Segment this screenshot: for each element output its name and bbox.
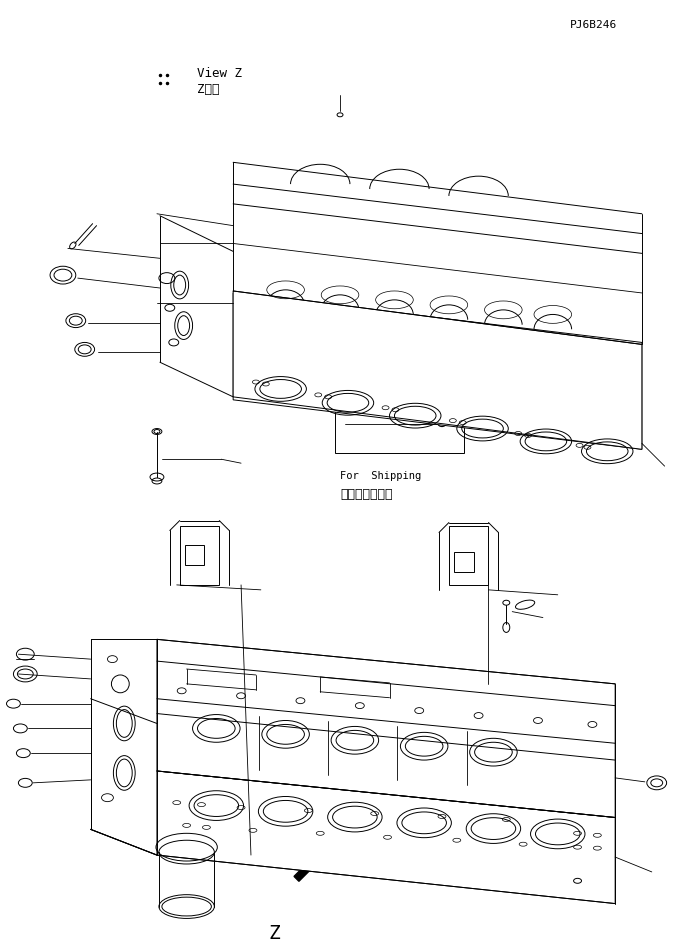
Bar: [185, 545, 204, 565]
Text: PJ6B246: PJ6B246: [569, 20, 617, 29]
Bar: [335, 394, 464, 453]
Ellipse shape: [152, 478, 162, 484]
Text: 運　搜　部　品: 運 搜 部 品: [340, 488, 392, 501]
Text: For  Shipping: For Shipping: [340, 471, 421, 482]
Text: View Z: View Z: [196, 67, 241, 80]
Bar: [454, 552, 473, 572]
Text: Z: Z: [269, 924, 281, 943]
Polygon shape: [157, 771, 615, 903]
Polygon shape: [233, 291, 642, 449]
Bar: [180, 526, 220, 585]
FancyArrow shape: [294, 848, 328, 882]
Text: Z　視: Z 視: [196, 83, 219, 96]
Polygon shape: [157, 639, 615, 817]
Polygon shape: [233, 293, 642, 449]
Bar: [449, 526, 488, 585]
